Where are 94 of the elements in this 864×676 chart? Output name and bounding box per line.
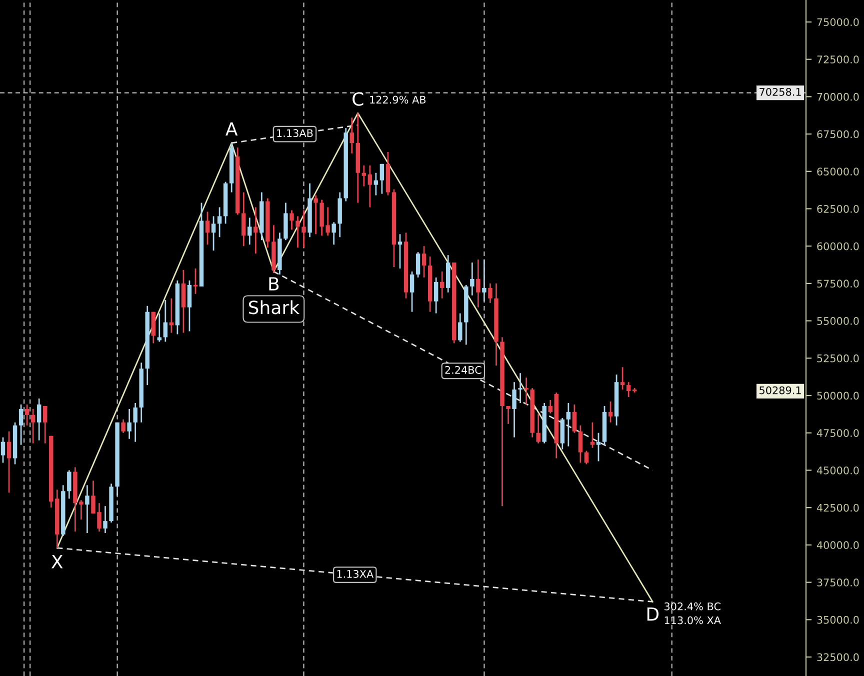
candlestick xyxy=(398,233,402,270)
candlestick xyxy=(242,192,246,247)
ref-line-label: 70258.1 xyxy=(760,88,801,96)
annotation: B xyxy=(269,277,279,290)
y-tick-label: 55000.0 xyxy=(817,317,859,325)
candlestick xyxy=(302,210,306,248)
candlestick xyxy=(422,245,426,278)
annotation: 50289.1 xyxy=(760,386,801,394)
candlestick xyxy=(440,270,444,300)
candlestick xyxy=(524,376,528,406)
candlestick xyxy=(248,217,252,246)
candlestick xyxy=(18,404,24,446)
candlestick xyxy=(133,402,138,443)
candlestick xyxy=(187,280,192,332)
candlestick xyxy=(596,432,601,462)
candlestick xyxy=(127,408,132,440)
annotation: 1.13XA xyxy=(337,570,374,578)
candlestick xyxy=(67,470,72,500)
candlestick xyxy=(410,270,414,313)
candlestick xyxy=(350,116,354,154)
annotation: 302.4% BC xyxy=(664,602,720,610)
y-tick-label: 37500.0 xyxy=(817,578,859,586)
candlestick xyxy=(560,417,564,450)
annotation: X xyxy=(51,555,63,568)
candlestick xyxy=(193,268,198,295)
candlestick xyxy=(368,164,372,208)
candlestick xyxy=(290,210,294,230)
candlestick xyxy=(205,211,210,246)
candlestick xyxy=(434,276,438,314)
candlestick xyxy=(482,258,486,302)
candlestick xyxy=(518,372,522,404)
candlestick xyxy=(43,405,48,444)
candlestick xyxy=(163,299,168,342)
candlestick xyxy=(30,408,36,444)
candlestick xyxy=(6,430,12,494)
candlestick xyxy=(626,381,631,398)
candlestick xyxy=(506,405,510,425)
candlestick xyxy=(169,298,174,334)
y-tick-label: 72500.0 xyxy=(817,56,859,64)
y-tick-label: 57500.0 xyxy=(817,280,859,288)
y-tick-label: 45000.0 xyxy=(816,466,859,474)
y-tick-label: 70000.0 xyxy=(817,92,859,101)
candlestick xyxy=(217,206,222,238)
candlestick xyxy=(332,222,336,246)
candlestick xyxy=(476,258,480,308)
candlestick xyxy=(566,402,571,448)
candlestick xyxy=(572,404,577,434)
y-tick-label: 35000.0 xyxy=(817,616,859,624)
annotation: 122.9% AB xyxy=(370,96,426,104)
candlestick xyxy=(608,400,613,424)
annotation: C xyxy=(352,92,364,106)
annotation: 2.24BC xyxy=(445,366,482,374)
y-tick-label: 67500.0 xyxy=(817,130,859,138)
y-tick-label: 42500.0 xyxy=(816,504,859,512)
candlestick xyxy=(211,216,216,252)
candlestick xyxy=(254,206,258,254)
candlestick xyxy=(24,404,30,426)
candlestick xyxy=(103,505,108,534)
candlestick xyxy=(512,381,516,438)
candlestick xyxy=(362,164,366,188)
y-tick-label: 62500.0 xyxy=(817,204,859,213)
annotation: D xyxy=(647,607,659,621)
candlestick xyxy=(151,311,156,344)
annotation: Shark xyxy=(248,300,300,314)
candlestick xyxy=(620,366,625,390)
y-tick-label: 50000.0 xyxy=(817,392,859,400)
candlestick xyxy=(121,418,126,434)
y-tick-label: 65000.0 xyxy=(817,168,859,176)
candlestick xyxy=(416,251,420,278)
annotation: 1.13AB xyxy=(277,129,313,138)
y-tick-label: 47500.0 xyxy=(816,429,859,437)
candlestick xyxy=(590,422,595,449)
y-tick-label: 52500.0 xyxy=(817,354,859,362)
candlestick xyxy=(0,436,6,464)
candlestick xyxy=(85,484,90,534)
candlestick xyxy=(314,194,318,235)
candlestick xyxy=(181,269,186,334)
annotation: 113.0% XA xyxy=(664,616,721,624)
candlestick xyxy=(380,163,384,194)
y-tick-label: 60000.0 xyxy=(817,242,859,250)
y-tick-label: 40000.0 xyxy=(816,541,859,550)
candlestick xyxy=(578,424,583,464)
annotation: A xyxy=(226,122,238,136)
y-tick-label: 32500.0 xyxy=(817,653,859,662)
y-tick-label: 75000.0 xyxy=(817,18,859,26)
candlestick xyxy=(488,282,492,304)
candlestick xyxy=(296,216,300,248)
candlestick xyxy=(374,172,378,196)
candlestick xyxy=(536,412,540,444)
candlestick xyxy=(548,399,552,414)
candlestick xyxy=(36,398,42,442)
candlestick xyxy=(458,312,462,342)
candlestick xyxy=(584,450,589,465)
candlestick xyxy=(470,262,474,296)
